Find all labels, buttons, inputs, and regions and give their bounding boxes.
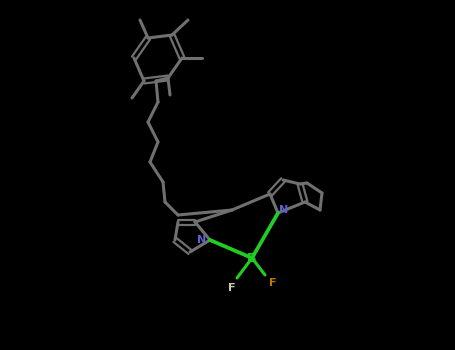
Text: N: N	[279, 205, 288, 215]
Text: F: F	[228, 283, 236, 293]
Text: F: F	[269, 278, 277, 288]
Text: N: N	[197, 235, 207, 245]
Text: B: B	[247, 252, 257, 265]
